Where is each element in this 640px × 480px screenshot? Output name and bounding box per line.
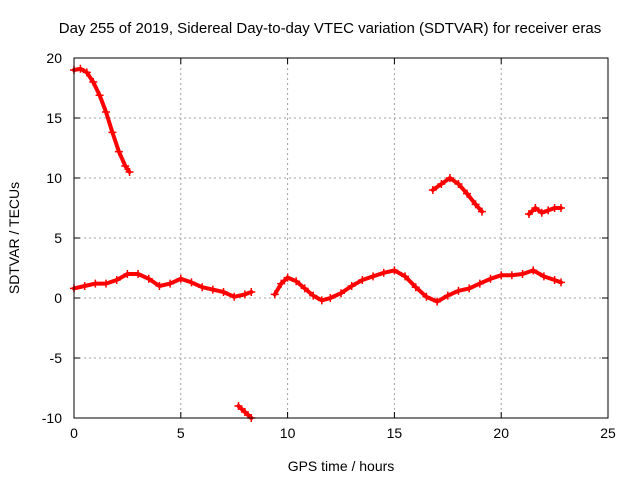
data-point bbox=[524, 210, 533, 218]
x-axis-label: GPS time / hours bbox=[288, 458, 395, 474]
data-point bbox=[529, 266, 538, 275]
data-point bbox=[102, 108, 111, 116]
data-point bbox=[240, 290, 249, 299]
data-point bbox=[91, 279, 100, 288]
y-tick-label: 20 bbox=[46, 50, 62, 66]
data-point bbox=[82, 68, 91, 77]
data-point bbox=[544, 206, 553, 215]
y-axis-label: SDTVAR / TECUs bbox=[6, 182, 22, 294]
data-point bbox=[292, 277, 301, 286]
series-line bbox=[430, 176, 484, 214]
series-line bbox=[72, 66, 132, 174]
x-tick-label: 5 bbox=[177, 425, 185, 441]
data-point bbox=[463, 189, 472, 198]
y-tick-label: 10 bbox=[46, 170, 62, 186]
data-point bbox=[507, 271, 516, 280]
y-tick-label: -10 bbox=[42, 410, 62, 426]
series-segment-early-decline bbox=[70, 64, 134, 176]
data-point bbox=[454, 180, 463, 188]
data-point bbox=[144, 274, 153, 283]
x-tick-label: 20 bbox=[493, 425, 509, 441]
x-tick-label: 15 bbox=[387, 425, 403, 441]
data-point bbox=[518, 270, 527, 278]
data-point bbox=[443, 291, 452, 300]
data-point bbox=[477, 207, 486, 216]
data-point bbox=[401, 272, 410, 281]
data-point bbox=[347, 282, 356, 290]
data-point bbox=[300, 284, 309, 293]
chart-title: Day 255 of 2019, Sidereal Day-to-day VTE… bbox=[59, 20, 601, 37]
data-point bbox=[531, 204, 540, 212]
data-point bbox=[134, 270, 143, 278]
data-point bbox=[230, 292, 239, 301]
data-point bbox=[445, 174, 454, 182]
series-layer bbox=[70, 64, 566, 422]
data-point bbox=[247, 288, 256, 296]
data-point bbox=[208, 285, 217, 294]
data-point bbox=[557, 278, 566, 287]
data-point bbox=[112, 276, 121, 284]
series-segment-negative bbox=[234, 402, 256, 422]
data-point bbox=[198, 283, 207, 292]
data-point bbox=[557, 204, 566, 212]
data-point bbox=[428, 186, 437, 194]
data-point bbox=[486, 274, 495, 283]
data-point bbox=[369, 272, 378, 281]
data-point bbox=[283, 273, 292, 282]
series-line bbox=[272, 268, 563, 304]
data-point bbox=[437, 180, 446, 188]
data-point bbox=[422, 292, 431, 301]
y-tick-label: -5 bbox=[50, 350, 63, 366]
data-point bbox=[358, 276, 367, 284]
data-point bbox=[390, 266, 399, 275]
data-point bbox=[309, 291, 318, 300]
x-tick-label: 25 bbox=[600, 425, 616, 441]
data-point bbox=[497, 271, 506, 280]
data-point bbox=[76, 64, 85, 73]
y-tick-label: 5 bbox=[54, 230, 62, 246]
data-point bbox=[317, 296, 326, 305]
tick-layer: 0 5 10 15 20 25 -10 -5 0 5 10 15 20 bbox=[42, 50, 616, 441]
data-point bbox=[123, 270, 132, 278]
data-point bbox=[475, 279, 484, 288]
data-point bbox=[537, 208, 546, 217]
y-tick-label: 0 bbox=[54, 290, 62, 306]
series-segment-mid-hump bbox=[428, 174, 486, 216]
x-tick-label: 10 bbox=[280, 425, 296, 441]
data-point bbox=[219, 288, 228, 296]
data-point bbox=[234, 402, 243, 410]
data-point bbox=[277, 279, 286, 288]
data-point bbox=[465, 284, 474, 293]
series-segment-baseline-1 bbox=[70, 270, 256, 301]
data-point bbox=[240, 408, 249, 416]
data-point bbox=[114, 147, 123, 156]
data-point bbox=[411, 283, 420, 292]
series-segment-baseline-2 bbox=[270, 266, 566, 306]
data-point bbox=[95, 91, 104, 100]
data-point bbox=[379, 268, 388, 277]
series-segment-late bbox=[524, 204, 566, 218]
grid-layer bbox=[74, 58, 608, 418]
data-point bbox=[270, 290, 279, 299]
x-tick-label: 0 bbox=[70, 425, 78, 441]
data-point bbox=[471, 200, 480, 209]
data-point bbox=[326, 294, 335, 302]
data-point bbox=[166, 279, 175, 288]
y-tick-label: 15 bbox=[46, 110, 62, 126]
data-point bbox=[80, 282, 89, 290]
data-point bbox=[539, 272, 548, 281]
data-point bbox=[125, 168, 134, 176]
data-point bbox=[89, 78, 98, 86]
data-point bbox=[102, 279, 111, 288]
data-point bbox=[187, 278, 196, 287]
data-point bbox=[337, 289, 345, 298]
data-point bbox=[121, 162, 130, 170]
data-point bbox=[176, 274, 185, 283]
data-point bbox=[108, 128, 117, 137]
data-point bbox=[550, 276, 559, 284]
data-point bbox=[155, 282, 164, 290]
data-point bbox=[433, 297, 442, 306]
data-point bbox=[454, 286, 463, 295]
